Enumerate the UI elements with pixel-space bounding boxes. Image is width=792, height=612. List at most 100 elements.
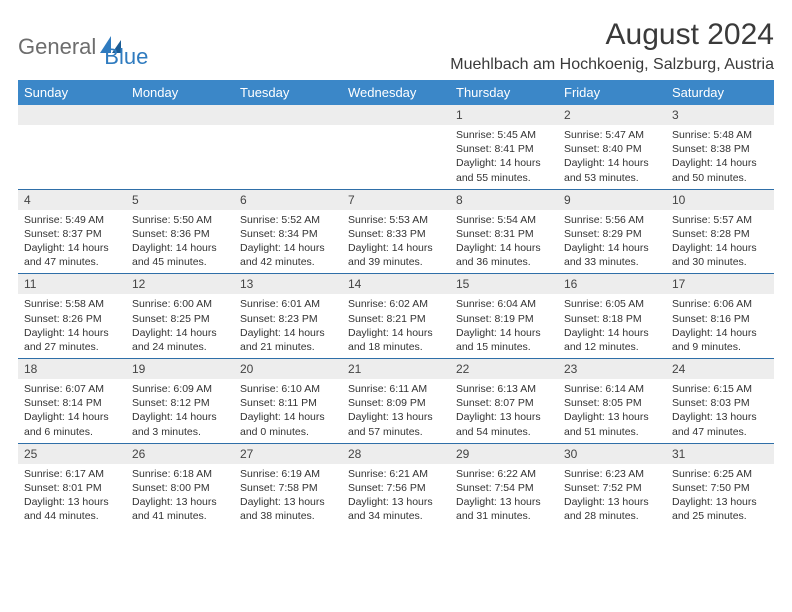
- day-cell: Sunrise: 5:52 AMSunset: 8:34 PMDaylight:…: [234, 210, 342, 274]
- daylight-text-2: and 39 minutes.: [348, 255, 444, 269]
- daylight-text-2: and 50 minutes.: [672, 171, 768, 185]
- day-details: Sunrise: 6:14 AMSunset: 8:05 PMDaylight:…: [558, 379, 666, 443]
- day-cell: Sunrise: 6:11 AMSunset: 8:09 PMDaylight:…: [342, 379, 450, 443]
- daylight-text-1: Daylight: 13 hours: [348, 495, 444, 509]
- day-number-cell: 26: [126, 443, 234, 464]
- sunset-text: Sunset: 8:21 PM: [348, 312, 444, 326]
- day-number-cell: 23: [558, 359, 666, 380]
- day-details: Sunrise: 6:01 AMSunset: 8:23 PMDaylight:…: [234, 294, 342, 358]
- day-number-cell: 19: [126, 359, 234, 380]
- day-cell: Sunrise: 6:14 AMSunset: 8:05 PMDaylight:…: [558, 379, 666, 443]
- daylight-text-1: Daylight: 13 hours: [456, 495, 552, 509]
- day-content-row: Sunrise: 6:17 AMSunset: 8:01 PMDaylight:…: [18, 464, 774, 528]
- sunset-text: Sunset: 8:23 PM: [240, 312, 336, 326]
- sunset-text: Sunset: 8:34 PM: [240, 227, 336, 241]
- daylight-text-1: Daylight: 13 hours: [240, 495, 336, 509]
- day-details: Sunrise: 6:06 AMSunset: 8:16 PMDaylight:…: [666, 294, 774, 358]
- sunrise-text: Sunrise: 6:01 AM: [240, 297, 336, 311]
- day-number-row: 25262728293031: [18, 443, 774, 464]
- day-number-cell: 18: [18, 359, 126, 380]
- sunset-text: Sunset: 8:11 PM: [240, 396, 336, 410]
- day-cell: Sunrise: 5:56 AMSunset: 8:29 PMDaylight:…: [558, 210, 666, 274]
- empty-cell: [342, 125, 450, 146]
- daylight-text-1: Daylight: 13 hours: [564, 495, 660, 509]
- sunset-text: Sunset: 8:03 PM: [672, 396, 768, 410]
- day-content-row: Sunrise: 5:49 AMSunset: 8:37 PMDaylight:…: [18, 210, 774, 274]
- sunrise-text: Sunrise: 6:06 AM: [672, 297, 768, 311]
- day-number-cell: 31: [666, 443, 774, 464]
- daylight-text-1: Daylight: 14 hours: [348, 241, 444, 255]
- day-cell: Sunrise: 5:57 AMSunset: 8:28 PMDaylight:…: [666, 210, 774, 274]
- day-details: Sunrise: 5:48 AMSunset: 8:38 PMDaylight:…: [666, 125, 774, 189]
- sunrise-text: Sunrise: 5:56 AM: [564, 213, 660, 227]
- sunrise-text: Sunrise: 5:57 AM: [672, 213, 768, 227]
- day-number-cell: 13: [234, 274, 342, 295]
- daylight-text-1: Daylight: 14 hours: [240, 241, 336, 255]
- day-number-cell: 21: [342, 359, 450, 380]
- daylight-text-1: Daylight: 14 hours: [564, 241, 660, 255]
- daylight-text-2: and 47 minutes.: [672, 425, 768, 439]
- weekday-header: Saturday: [666, 80, 774, 105]
- weekday-header: Tuesday: [234, 80, 342, 105]
- daylight-text-1: Daylight: 14 hours: [24, 326, 120, 340]
- logo: General Blue: [18, 24, 148, 70]
- daylight-text-2: and 27 minutes.: [24, 340, 120, 354]
- sunrise-text: Sunrise: 6:02 AM: [348, 297, 444, 311]
- day-cell: Sunrise: 6:13 AMSunset: 8:07 PMDaylight:…: [450, 379, 558, 443]
- daylight-text-2: and 0 minutes.: [240, 425, 336, 439]
- sunrise-text: Sunrise: 5:47 AM: [564, 128, 660, 142]
- sunset-text: Sunset: 8:37 PM: [24, 227, 120, 241]
- daylight-text-1: Daylight: 13 hours: [672, 410, 768, 424]
- daylight-text-1: Daylight: 14 hours: [456, 326, 552, 340]
- day-number-cell: 10: [666, 189, 774, 210]
- daylight-text-2: and 41 minutes.: [132, 509, 228, 523]
- day-number-row: 18192021222324: [18, 359, 774, 380]
- day-details: Sunrise: 6:09 AMSunset: 8:12 PMDaylight:…: [126, 379, 234, 443]
- day-cell: Sunrise: 6:09 AMSunset: 8:12 PMDaylight:…: [126, 379, 234, 443]
- day-cell: Sunrise: 6:18 AMSunset: 8:00 PMDaylight:…: [126, 464, 234, 528]
- day-number-cell: 25: [18, 443, 126, 464]
- day-details: Sunrise: 6:22 AMSunset: 7:54 PMDaylight:…: [450, 464, 558, 528]
- sunset-text: Sunset: 8:29 PM: [564, 227, 660, 241]
- sunset-text: Sunset: 8:01 PM: [24, 481, 120, 495]
- day-number-cell: 24: [666, 359, 774, 380]
- daylight-text-2: and 42 minutes.: [240, 255, 336, 269]
- daylight-text-1: Daylight: 13 hours: [564, 410, 660, 424]
- day-cell: Sunrise: 6:07 AMSunset: 8:14 PMDaylight:…: [18, 379, 126, 443]
- daylight-text-2: and 45 minutes.: [132, 255, 228, 269]
- sunrise-text: Sunrise: 5:58 AM: [24, 297, 120, 311]
- daylight-text-1: Daylight: 14 hours: [564, 326, 660, 340]
- daylight-text-2: and 9 minutes.: [672, 340, 768, 354]
- day-cell: Sunrise: 5:58 AMSunset: 8:26 PMDaylight:…: [18, 294, 126, 358]
- daylight-text-2: and 51 minutes.: [564, 425, 660, 439]
- sunrise-text: Sunrise: 6:22 AM: [456, 467, 552, 481]
- weekday-header: Wednesday: [342, 80, 450, 105]
- day-number-cell: 14: [342, 274, 450, 295]
- day-cell: Sunrise: 6:25 AMSunset: 7:50 PMDaylight:…: [666, 464, 774, 528]
- daylight-text-1: Daylight: 14 hours: [132, 241, 228, 255]
- daylight-text-2: and 28 minutes.: [564, 509, 660, 523]
- sunset-text: Sunset: 8:19 PM: [456, 312, 552, 326]
- daylight-text-1: Daylight: 14 hours: [24, 410, 120, 424]
- sunrise-text: Sunrise: 5:52 AM: [240, 213, 336, 227]
- empty-cell: [234, 125, 342, 146]
- day-details: Sunrise: 5:47 AMSunset: 8:40 PMDaylight:…: [558, 125, 666, 189]
- weekday-header: Monday: [126, 80, 234, 105]
- sunrise-text: Sunrise: 6:15 AM: [672, 382, 768, 396]
- day-number-row: 11121314151617: [18, 274, 774, 295]
- day-cell: Sunrise: 6:15 AMSunset: 8:03 PMDaylight:…: [666, 379, 774, 443]
- sunset-text: Sunset: 8:16 PM: [672, 312, 768, 326]
- day-number-row: 123: [18, 105, 774, 125]
- sunset-text: Sunset: 8:25 PM: [132, 312, 228, 326]
- day-cell: Sunrise: 6:05 AMSunset: 8:18 PMDaylight:…: [558, 294, 666, 358]
- sunset-text: Sunset: 8:36 PM: [132, 227, 228, 241]
- day-cell: Sunrise: 5:54 AMSunset: 8:31 PMDaylight:…: [450, 210, 558, 274]
- sunset-text: Sunset: 7:52 PM: [564, 481, 660, 495]
- day-cell: Sunrise: 6:22 AMSunset: 7:54 PMDaylight:…: [450, 464, 558, 528]
- day-cell: Sunrise: 6:23 AMSunset: 7:52 PMDaylight:…: [558, 464, 666, 528]
- daylight-text-2: and 31 minutes.: [456, 509, 552, 523]
- daylight-text-2: and 34 minutes.: [348, 509, 444, 523]
- sunset-text: Sunset: 8:40 PM: [564, 142, 660, 156]
- sunrise-text: Sunrise: 6:00 AM: [132, 297, 228, 311]
- daylight-text-1: Daylight: 14 hours: [456, 156, 552, 170]
